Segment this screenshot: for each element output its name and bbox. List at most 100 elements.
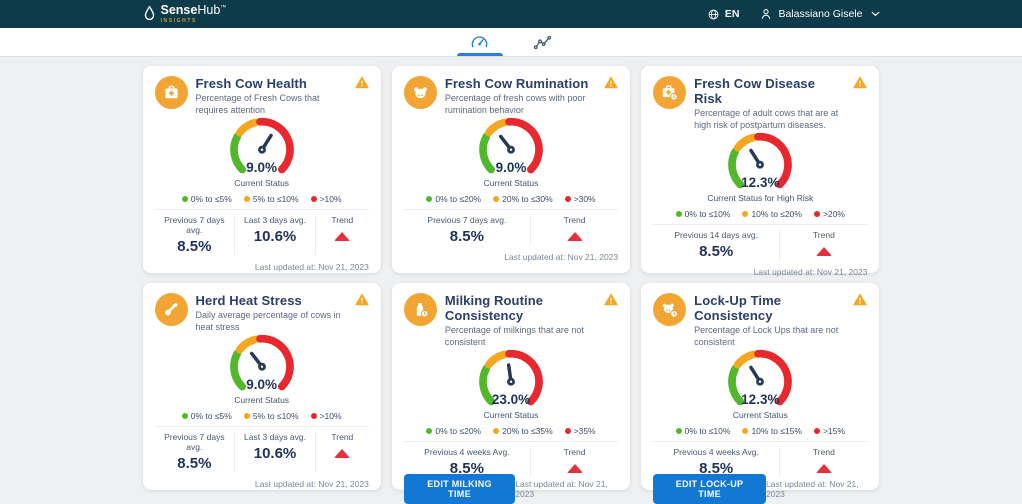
brand-name: SenseHub™ (161, 4, 227, 17)
gauge-chart (728, 350, 793, 406)
stat-value: 8.5% (177, 455, 212, 473)
gauge-chart (479, 118, 543, 174)
main-content: Fresh Cow Health Percentage of Fresh Cow… (0, 57, 1022, 504)
stat-value: 10.6% (253, 445, 297, 463)
gauge-segment (754, 133, 793, 189)
thermometer-icon (154, 293, 188, 326)
legend-item: >10% (310, 411, 342, 421)
tab-dashboard[interactable] (462, 28, 497, 56)
user-menu[interactable]: Balassiano Gisele (759, 7, 880, 21)
language-label: EN (724, 8, 740, 20)
gauge-value: 9.0% (495, 160, 527, 176)
gauge-chart (728, 133, 793, 189)
gauge-segment (255, 118, 294, 174)
metric-card: Milking Routine Consistency Percentage o… (391, 283, 631, 504)
legend-item: >10% (310, 194, 342, 205)
gauge-needle-hub-dot (509, 380, 513, 384)
edit-button[interactable]: EDIT MILKING TIME (403, 473, 516, 504)
last-updated: Last updated at: Nov 21, 2023 (254, 261, 369, 272)
gauge-legend: 0% to ≤5% 5% to ≤10% >10% (181, 194, 342, 205)
metric-card: Fresh Cow Disease Risk Percentage of adu… (641, 66, 880, 277)
warning-icon[interactable] (853, 76, 868, 94)
stats-row: Previous 4 weeks Avg. 8.5% Trend (653, 442, 867, 480)
legend-label: 0% to ≤10% (684, 209, 731, 220)
legend-item: >15% (813, 426, 845, 436)
gauge-segment (728, 148, 745, 189)
brand-logo[interactable]: SenseHub™ INSIGHTS (143, 4, 227, 24)
tab-bar (0, 28, 1022, 57)
stat-label: Last 3 days avg. (244, 432, 306, 443)
gauge-section: 12.3% Current Status 0% to ≤10% 10% to ≤1… (653, 348, 868, 443)
brand-drop-icon (144, 6, 154, 21)
legend-label: 20% to ≤30% (502, 194, 553, 205)
stat-label: Previous 7 days avg. (164, 215, 225, 236)
card-header-text: Lock-Up Time Consistency Percentage of L… (694, 293, 845, 348)
card-subtitle: Percentage of fresh cows with poor rumin… (444, 93, 586, 115)
metric-card: Lock-Up Time Consistency Percentage of L… (641, 283, 880, 504)
warning-icon[interactable] (604, 76, 618, 94)
user-name: Balassiano Gisele (778, 8, 863, 20)
card-header: Fresh Cow Disease Risk Percentage of adu… (653, 76, 868, 131)
last-updated: Last updated at: Nov 21, 2023 (254, 478, 369, 489)
card-header: Fresh Cow Rumination Percentage of fresh… (403, 76, 618, 116)
gauge-segment (229, 350, 246, 391)
stat-column: Previous 7 days avg. 8.5% (155, 432, 235, 472)
edit-button[interactable]: EDIT LOCK-UP TIME (653, 473, 766, 504)
cow-icon (403, 76, 437, 109)
tab-trends[interactable] (525, 28, 560, 56)
gauge-status-label: Current Status (483, 178, 539, 189)
last-updated: Last updated at: Nov 21, 2023 (504, 251, 619, 262)
trend-column: Trend (529, 447, 618, 478)
legend-dot (243, 196, 250, 203)
legend-item: >20% (813, 209, 845, 219)
stat-column: Last 3 days avg. 10.6% (234, 432, 315, 473)
stat-label: Previous 7 days avg. (164, 432, 225, 453)
gauge-status-label: Current Status (732, 410, 788, 421)
legend-item: 10% to ≤20% (742, 209, 802, 219)
brand-name-regular: Hub (197, 3, 221, 18)
trend-label: Trend (563, 447, 586, 458)
chevron-down-icon (870, 11, 880, 17)
gauge-segment (479, 133, 496, 174)
last-updated: Last updated at: Nov 21, 2023 (765, 478, 859, 499)
legend-dot (310, 196, 317, 203)
globe-icon (708, 9, 719, 19)
warning-icon[interactable] (355, 76, 369, 94)
legend-label: >10% (319, 194, 342, 205)
card-header-text: Milking Routine Consistency Percentage o… (445, 293, 596, 348)
legend-item: 20% to ≤35% (493, 426, 553, 436)
gauge-needle-hub-dot (260, 365, 263, 369)
stat-label: Previous 14 days avg. (674, 230, 758, 241)
gauge-icon (471, 35, 488, 47)
stats-row: Previous 7 days avg. 8.5% Trend (404, 210, 618, 248)
metric-card: Fresh Cow Health Percentage of Fresh Cow… (142, 66, 381, 273)
trend-up-icon (815, 464, 832, 474)
legend-label: 0% to ≤5% (190, 194, 232, 205)
warning-icon[interactable] (355, 293, 369, 311)
metric-card: Herd Heat Stress Daily average percentag… (142, 283, 381, 490)
legend-item: 0% to ≤5% (181, 411, 232, 421)
legend-dot (243, 413, 250, 420)
stat-column: Previous 7 days avg. 8.5% (155, 215, 235, 255)
trend-label: Trend (331, 215, 354, 226)
gauge-section: 23.0% Current Status 0% to ≤20% 20% to ≤3… (403, 348, 619, 443)
trend-column: Trend (314, 432, 369, 473)
gauge-section: 12.3% Current Status for High Risk 0% to… (653, 131, 868, 226)
gauge-segment (728, 365, 745, 406)
stat-value: 8.5% (449, 228, 484, 246)
language-selector[interactable]: EN (707, 8, 740, 21)
trend-up-icon (815, 247, 832, 257)
warning-icon[interactable] (853, 293, 868, 311)
cow-clock-icon (653, 293, 687, 326)
brand-text: SenseHub™ INSIGHTS (161, 4, 227, 24)
card-title: Fresh Cow Health (195, 76, 307, 91)
warning-icon[interactable] (604, 293, 618, 311)
card-header: Herd Heat Stress Daily average percentag… (154, 293, 369, 333)
header-inner: SenseHub™ INSIGHTS EN Balassiano Gisele (143, 4, 880, 24)
header-right: EN Balassiano Gisele (707, 7, 880, 21)
card-subtitle: Daily average percentage of cows in heat… (195, 310, 341, 332)
legend-item: 5% to ≤10% (243, 194, 299, 204)
trend-label: Trend (812, 447, 835, 458)
legend-label: 20% to ≤35% (502, 426, 553, 437)
gauge-section: 9.0% Current Status 0% to ≤5% 5% to ≤10% >… (154, 116, 369, 211)
